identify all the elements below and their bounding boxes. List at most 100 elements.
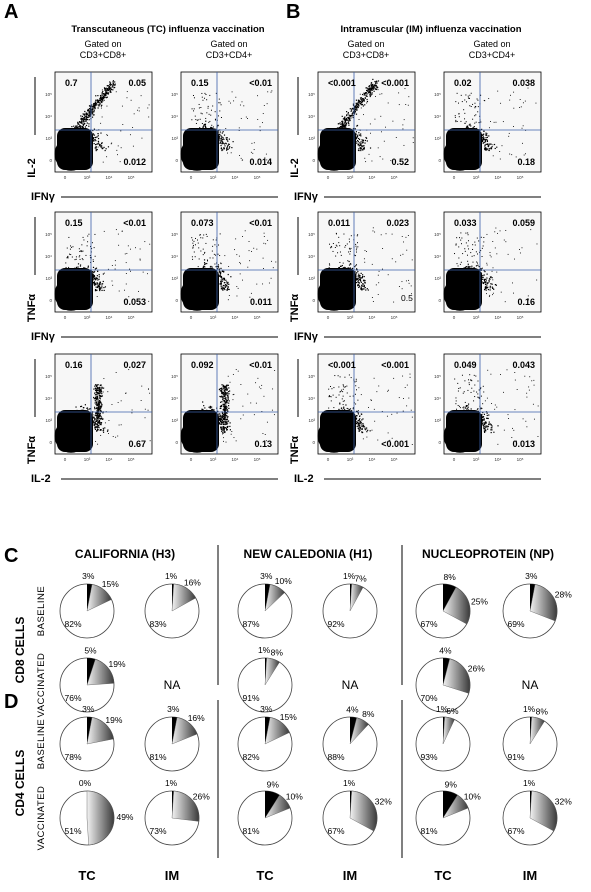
event-dot (225, 412, 228, 414)
event-dot (97, 426, 99, 428)
quadrant-value-bottom-right: 0.011 (250, 297, 272, 307)
event-dot (110, 88, 112, 90)
event-dot (105, 148, 107, 150)
pie-chart: 0%49%51% (59, 778, 134, 846)
event-dot (214, 276, 216, 278)
event-dot (357, 149, 360, 151)
event-dot (225, 128, 227, 129)
event-dot (215, 92, 217, 94)
event-dot (491, 146, 493, 148)
event-dot (482, 142, 485, 144)
event-dot (230, 152, 232, 154)
event-dot (97, 143, 99, 145)
event-dot (213, 135, 215, 137)
event-dot (71, 131, 73, 133)
event-dot (198, 258, 200, 260)
event-dot (95, 148, 97, 150)
event-dot (96, 428, 99, 430)
event-dot (388, 389, 389, 391)
panel-title: Intramuscular (IM) influenza vaccination (340, 24, 521, 35)
event-dot (361, 139, 363, 141)
event-dot (360, 133, 362, 135)
event-cluster (183, 410, 219, 452)
event-dot (471, 265, 473, 267)
event-dot (460, 120, 462, 122)
event-dot (92, 110, 94, 112)
event-dot (536, 243, 538, 245)
event-dot (202, 248, 204, 250)
event-dot (372, 86, 375, 88)
event-dot (87, 108, 89, 111)
event-dot (376, 87, 378, 89)
event-dot (75, 128, 77, 130)
event-dot (489, 423, 491, 425)
event-dot (402, 253, 404, 255)
event-dot (84, 113, 86, 115)
event-dot (98, 105, 100, 107)
event-dot (470, 252, 472, 254)
event-dot (348, 116, 350, 119)
tick-label: 10⁵ (434, 92, 441, 97)
event-dot (227, 281, 229, 284)
event-dot (349, 273, 351, 275)
event-dot (81, 270, 83, 272)
event-dot (222, 385, 224, 387)
event-dot (508, 417, 510, 419)
event-dot (221, 430, 223, 433)
event-dot (84, 115, 86, 117)
event-dot (352, 136, 354, 138)
event-dot (500, 102, 502, 104)
event-dot (372, 230, 374, 232)
pie-label-black: 9% (445, 779, 458, 789)
event-dot (488, 281, 490, 283)
event-dot (265, 243, 267, 245)
event-dot (215, 419, 217, 421)
event-dot (98, 412, 100, 415)
event-dot (225, 397, 227, 399)
event-dot (470, 414, 472, 416)
event-dot (263, 242, 265, 244)
event-dot (88, 415, 91, 417)
event-dot (408, 96, 410, 98)
event-dot (364, 92, 367, 94)
event-dot (225, 422, 228, 424)
event-dot (212, 105, 214, 107)
event-dot (82, 128, 84, 130)
event-dot (405, 280, 407, 282)
event-dot (199, 127, 201, 129)
event-dot (76, 410, 78, 412)
event-dot (329, 395, 331, 397)
event-dot (222, 284, 224, 287)
tick-label: 10³ (347, 175, 354, 180)
event-dot (514, 258, 515, 260)
event-dot (344, 122, 346, 124)
event-dot (480, 268, 482, 270)
event-dot (464, 401, 466, 403)
event-dot (98, 274, 100, 276)
event-dot (488, 149, 490, 152)
event-dot (212, 257, 214, 259)
event-dot (349, 414, 352, 416)
event-dot (371, 399, 372, 401)
event-dot (511, 154, 513, 156)
event-dot (94, 426, 96, 428)
event-dot (141, 137, 143, 139)
event-dot (342, 126, 344, 128)
event-dot (94, 101, 96, 103)
event-dot (470, 270, 472, 272)
event-dot (113, 84, 115, 86)
event-dot (500, 291, 502, 293)
pie-label-gradient: 32% (555, 797, 572, 807)
event-dot (220, 423, 222, 425)
event-dot (355, 105, 357, 107)
event-dot (467, 272, 469, 274)
event-dot (228, 100, 230, 102)
event-dot (75, 125, 77, 127)
event-dot (223, 143, 226, 145)
event-dot (86, 118, 89, 121)
event-dot (349, 395, 351, 397)
event-dot (345, 117, 348, 120)
event-dot (97, 270, 99, 272)
event-dot (86, 133, 88, 135)
